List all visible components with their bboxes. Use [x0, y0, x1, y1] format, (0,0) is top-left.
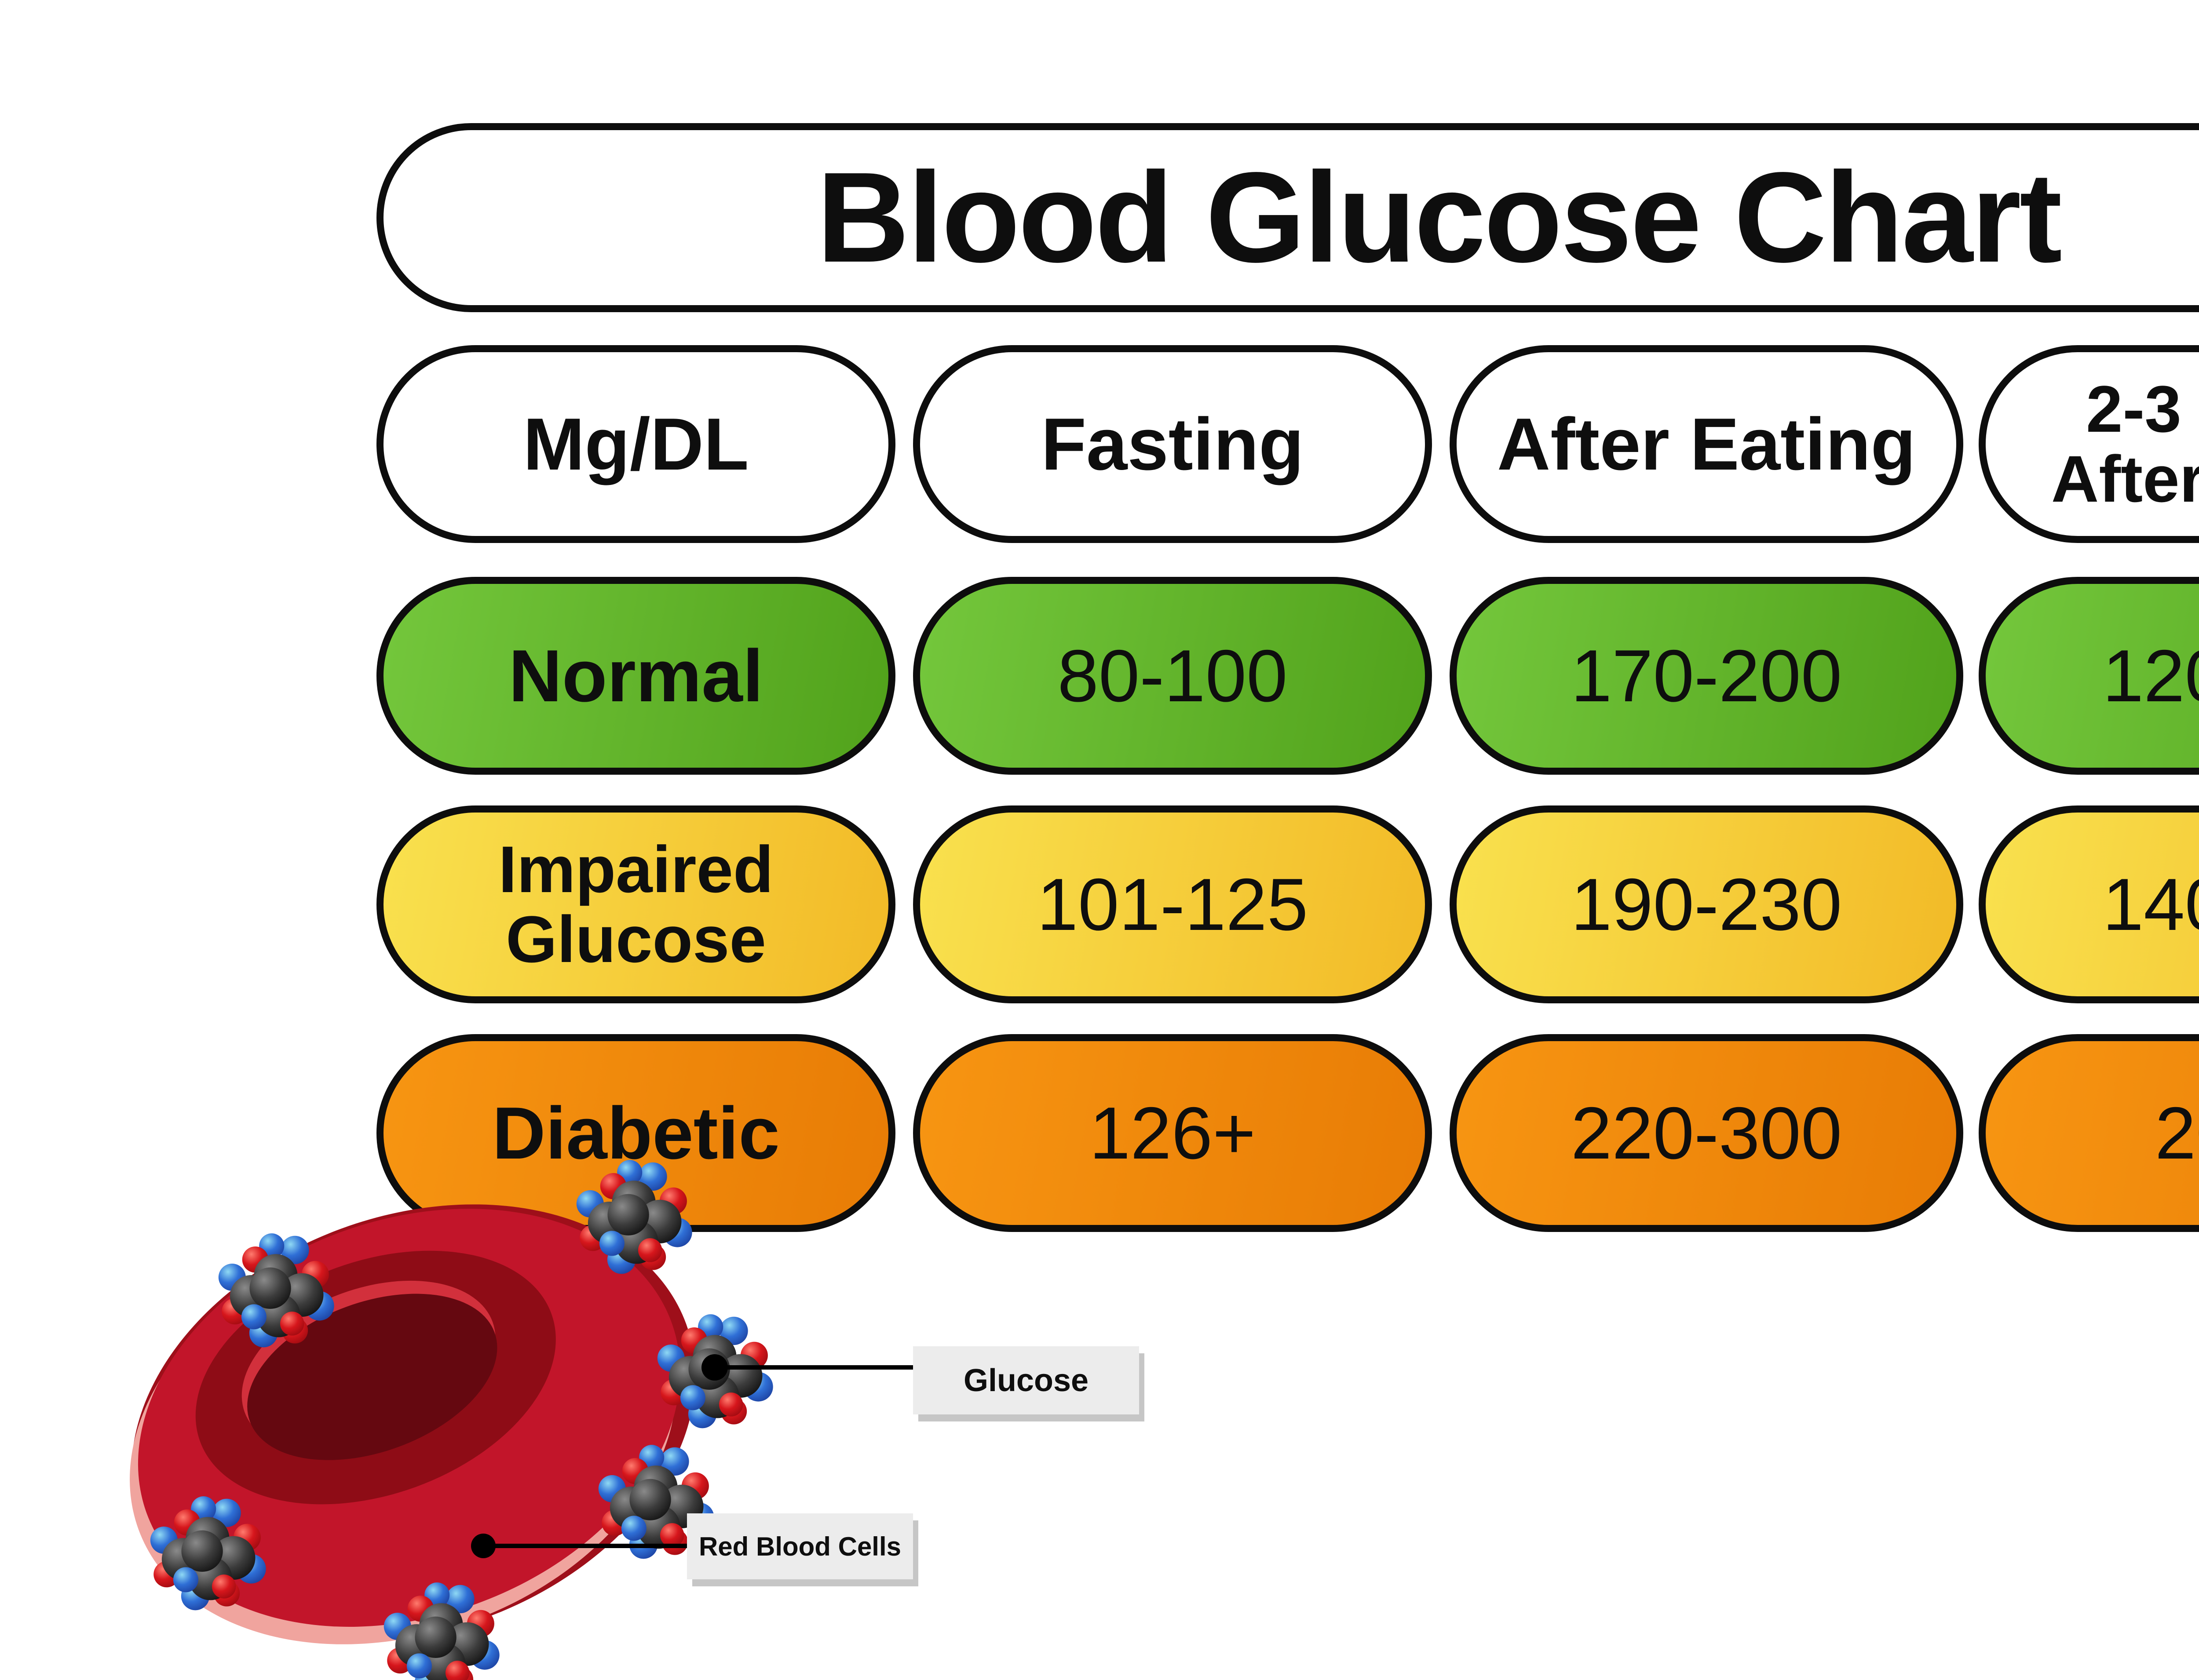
header-cell-after-eating: After Eating	[1450, 345, 1963, 543]
header-label: After Eating	[1497, 402, 1916, 485]
row-diabetic-after-eating: 220-300	[1450, 1034, 1963, 1232]
row-impaired-category: Impaired Glucose	[376, 805, 895, 1003]
row-impaired-2-3-hours: 140-160	[1979, 805, 2199, 1003]
page-title: Blood Glucose Chart	[816, 146, 2062, 289]
cell-value: 170-200	[1571, 634, 1842, 717]
red-blood-cells-label: Red Blood Cells	[687, 1513, 913, 1579]
row-normal-category: Normal	[376, 577, 895, 775]
cell-value: 200+	[2155, 1091, 2199, 1174]
row-diabetic-fasting: 126+	[913, 1034, 1432, 1232]
header-label-line1: 2-3 Hours	[2086, 372, 2199, 446]
header-label: Fasting	[1041, 402, 1304, 485]
header-cell-2-3-hours: 2-3 Hours After Eating	[1979, 345, 2199, 543]
header-label: Mg/DL	[523, 402, 749, 485]
cell-value: 140-160	[2102, 863, 2199, 946]
rbc-label-text: Red Blood Cells	[698, 1531, 902, 1561]
glucose-label-text: Glucose	[963, 1363, 1089, 1398]
cell-value: 120-140	[2102, 634, 2199, 717]
header-cell-fasting: Fasting	[913, 345, 1432, 543]
row-impaired-fasting: 101-125	[913, 805, 1432, 1003]
cell-value: 80-100	[1057, 634, 1288, 717]
cell-value: 126+	[1089, 1091, 1256, 1174]
title-pill: Blood Glucose Chart	[376, 123, 2199, 312]
cell-value: 101-125	[1037, 863, 1308, 946]
category-label: Normal	[508, 634, 763, 717]
header-label-line2: After Eating	[2051, 442, 2199, 516]
cell-value: 220-300	[1571, 1091, 1842, 1174]
row-diabetic-2-3-hours: 200+	[1979, 1034, 2199, 1232]
cell-value: 190-230	[1571, 863, 1842, 946]
row-normal-after-eating: 170-200	[1450, 577, 1963, 775]
glucose-label: Glucose	[913, 1346, 1139, 1414]
rbc-leader-line	[483, 1544, 687, 1548]
row-normal-fasting: 80-100	[913, 577, 1432, 775]
red-blood-cell-illustration	[130, 1160, 773, 1680]
category-label-line2: Glucose	[506, 902, 766, 976]
row-impaired-after-eating: 190-230	[1450, 805, 1963, 1003]
category-label-line1: Impaired	[498, 832, 774, 906]
glucose-leader-line	[715, 1365, 913, 1370]
header-cell-mgdl: Mg/DL	[376, 345, 895, 543]
category-label: Diabetic	[492, 1091, 780, 1174]
row-normal-2-3-hours: 120-140	[1979, 577, 2199, 775]
